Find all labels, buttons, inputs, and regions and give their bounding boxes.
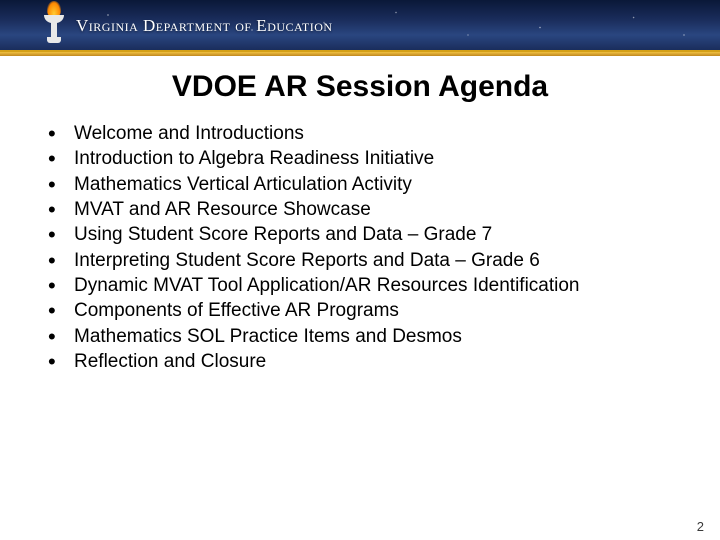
- slide-title: VDOE AR Session Agenda: [30, 70, 690, 104]
- list-item-text: Components of Effective AR Programs: [74, 300, 399, 321]
- list-item-text: Welcome and Introductions: [74, 123, 304, 144]
- list-item-text: Introduction to Algebra Readiness Initia…: [74, 148, 434, 169]
- list-item-text: Mathematics Vertical Articulation Activi…: [74, 174, 412, 195]
- list-item: MVAT and AR Resource Showcase: [48, 198, 690, 222]
- logo: Virginia Department of Education: [40, 0, 333, 52]
- list-item: Dynamic MVAT Tool Application/AR Resourc…: [48, 274, 690, 298]
- list-item: Mathematics SOL Practice Items and Desmo…: [48, 325, 690, 349]
- list-item-text: Reflection and Closure: [74, 351, 266, 372]
- agenda-list: Welcome and Introductions Introduction t…: [30, 122, 690, 374]
- list-item: Reflection and Closure: [48, 350, 690, 374]
- list-item: Interpreting Student Score Reports and D…: [48, 249, 690, 273]
- list-item-text: Using Student Score Reports and Data – G…: [74, 224, 492, 245]
- torch-icon: [40, 1, 68, 45]
- list-item-text: MVAT and AR Resource Showcase: [74, 199, 371, 220]
- header-bar: Virginia Department of Education: [0, 0, 720, 52]
- list-item-text: Mathematics SOL Practice Items and Desmo…: [74, 326, 462, 347]
- list-item: Welcome and Introductions: [48, 122, 690, 146]
- list-item: Introduction to Algebra Readiness Initia…: [48, 147, 690, 171]
- logo-text: Virginia Department of Education: [76, 16, 333, 36]
- slide-content: VDOE AR Session Agenda Welcome and Intro…: [0, 56, 720, 374]
- list-item-text: Interpreting Student Score Reports and D…: [74, 250, 540, 271]
- page-number: 2: [697, 519, 704, 534]
- list-item: Components of Effective AR Programs: [48, 299, 690, 323]
- list-item: Using Student Score Reports and Data – G…: [48, 223, 690, 247]
- list-item-text: Dynamic MVAT Tool Application/AR Resourc…: [74, 275, 580, 296]
- list-item: Mathematics Vertical Articulation Activi…: [48, 173, 690, 197]
